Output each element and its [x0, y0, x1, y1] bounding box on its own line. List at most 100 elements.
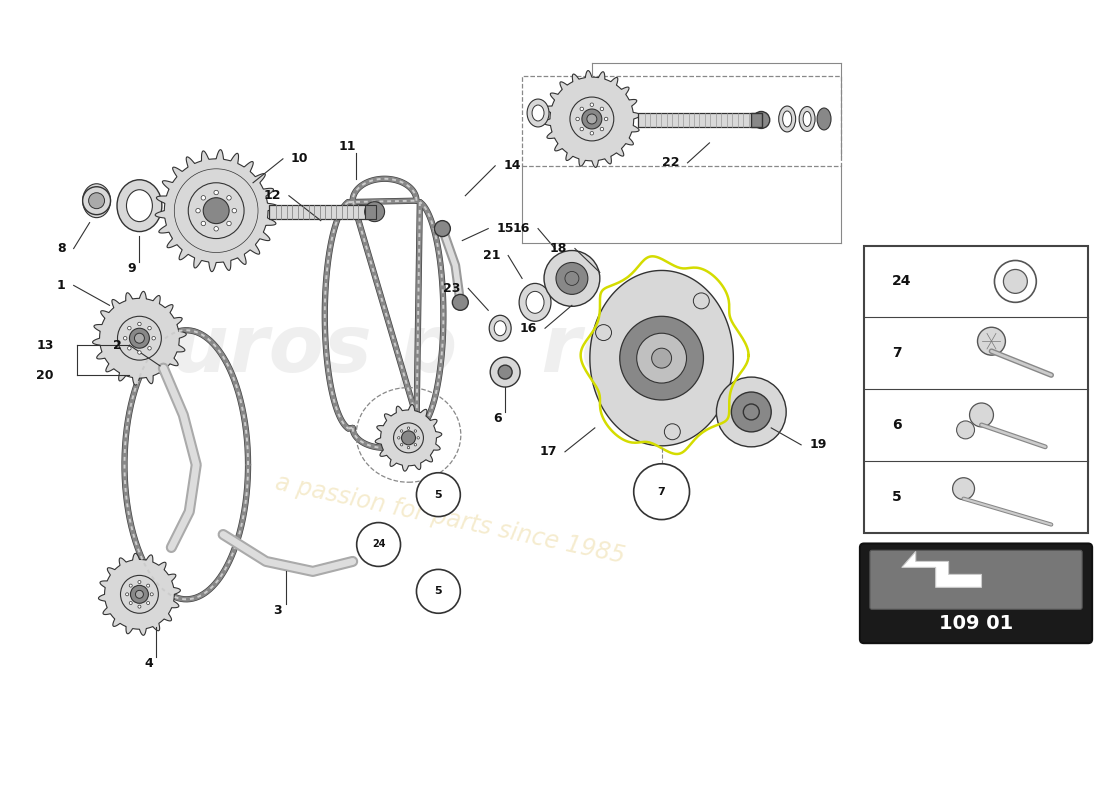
Text: 7: 7 — [658, 486, 666, 497]
Circle shape — [693, 293, 710, 309]
Circle shape — [196, 209, 200, 213]
Polygon shape — [92, 291, 186, 385]
Circle shape — [601, 107, 604, 110]
Circle shape — [131, 586, 149, 603]
Circle shape — [82, 186, 110, 214]
FancyBboxPatch shape — [860, 543, 1092, 643]
Circle shape — [201, 222, 206, 226]
Text: 11: 11 — [339, 140, 356, 153]
Circle shape — [434, 221, 450, 237]
Circle shape — [498, 365, 513, 379]
Text: 15: 15 — [496, 222, 514, 235]
Bar — [638, 113, 759, 127]
Text: 5: 5 — [892, 490, 902, 504]
Circle shape — [402, 431, 416, 445]
Circle shape — [201, 196, 206, 200]
Text: 10: 10 — [290, 152, 308, 166]
Circle shape — [415, 443, 417, 446]
Circle shape — [364, 202, 385, 222]
Circle shape — [407, 427, 409, 430]
Circle shape — [452, 294, 469, 310]
Circle shape — [400, 430, 403, 432]
Ellipse shape — [519, 283, 551, 322]
Circle shape — [957, 421, 975, 439]
Ellipse shape — [117, 180, 162, 231]
Circle shape — [400, 443, 403, 446]
Text: 3: 3 — [274, 604, 283, 618]
Text: 5: 5 — [434, 490, 442, 500]
Ellipse shape — [532, 105, 544, 121]
Circle shape — [580, 127, 583, 131]
Circle shape — [595, 325, 612, 341]
Circle shape — [1003, 270, 1027, 294]
Ellipse shape — [82, 184, 110, 218]
Circle shape — [732, 392, 771, 432]
Circle shape — [89, 193, 104, 209]
Circle shape — [978, 327, 1005, 355]
Circle shape — [188, 182, 244, 238]
Text: euros p   res: euros p res — [118, 311, 684, 389]
Circle shape — [634, 464, 690, 519]
Text: 20: 20 — [36, 369, 54, 382]
Circle shape — [417, 570, 460, 614]
Circle shape — [232, 209, 236, 213]
Circle shape — [128, 326, 131, 330]
Circle shape — [213, 226, 219, 231]
Text: 9: 9 — [128, 262, 135, 275]
Circle shape — [123, 337, 126, 340]
Circle shape — [394, 423, 424, 453]
Ellipse shape — [527, 99, 549, 127]
Circle shape — [128, 346, 131, 350]
Text: 18: 18 — [550, 242, 566, 255]
Text: 16: 16 — [519, 322, 537, 334]
Text: a passion for parts since 1985: a passion for parts since 1985 — [273, 470, 627, 569]
Circle shape — [590, 103, 594, 106]
Circle shape — [994, 261, 1036, 302]
Text: 2: 2 — [112, 338, 121, 352]
Circle shape — [147, 346, 152, 350]
Circle shape — [491, 357, 520, 387]
Circle shape — [604, 118, 608, 121]
Circle shape — [130, 328, 150, 348]
Text: 24: 24 — [372, 539, 385, 550]
Text: 24: 24 — [892, 274, 911, 289]
Text: 12: 12 — [263, 190, 280, 202]
Circle shape — [151, 593, 153, 596]
Circle shape — [619, 316, 704, 400]
Circle shape — [580, 107, 583, 110]
Text: 14: 14 — [503, 159, 520, 172]
Circle shape — [227, 196, 231, 200]
Circle shape — [397, 437, 400, 439]
Circle shape — [134, 334, 144, 343]
Circle shape — [204, 198, 229, 224]
Circle shape — [138, 605, 141, 608]
Circle shape — [590, 131, 594, 135]
Text: 6: 6 — [493, 412, 502, 425]
Ellipse shape — [490, 315, 512, 342]
Circle shape — [138, 322, 141, 326]
Circle shape — [664, 424, 680, 440]
Polygon shape — [590, 270, 734, 446]
Polygon shape — [375, 405, 442, 471]
Circle shape — [953, 478, 975, 500]
Circle shape — [118, 316, 162, 360]
Text: 16: 16 — [513, 222, 530, 235]
Circle shape — [407, 446, 409, 449]
Circle shape — [146, 602, 150, 605]
Ellipse shape — [494, 321, 506, 336]
Text: 13: 13 — [36, 338, 54, 352]
Circle shape — [716, 377, 786, 447]
Circle shape — [356, 522, 400, 566]
Circle shape — [138, 581, 141, 583]
Text: 4: 4 — [144, 657, 153, 670]
Circle shape — [565, 271, 579, 286]
Circle shape — [146, 584, 150, 587]
Bar — [864, 246, 1088, 533]
Polygon shape — [543, 70, 640, 167]
Circle shape — [135, 590, 143, 598]
Ellipse shape — [817, 108, 830, 130]
Circle shape — [129, 584, 132, 587]
Circle shape — [213, 190, 219, 194]
Text: 1: 1 — [57, 279, 66, 292]
Text: 5: 5 — [434, 586, 442, 596]
